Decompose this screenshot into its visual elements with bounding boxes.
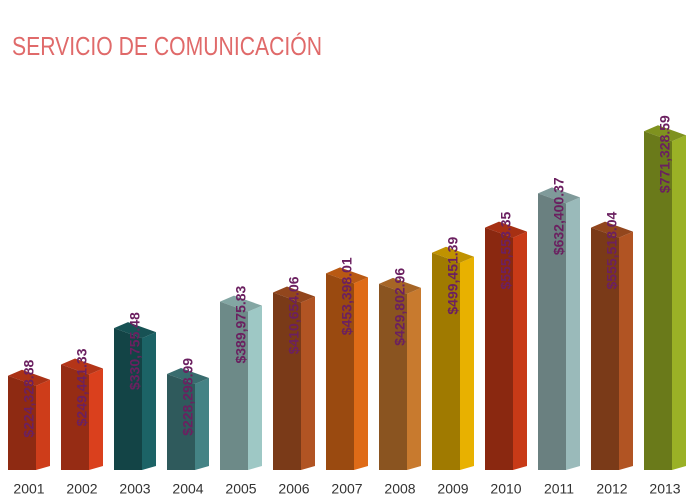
bar	[379, 277, 421, 470]
x-tick-label: 2012	[596, 481, 627, 497]
bar	[644, 125, 686, 470]
bar-side	[89, 368, 103, 470]
bar-front	[8, 375, 36, 470]
bar-front	[273, 292, 301, 470]
value-label: $249,441.33	[74, 348, 90, 426]
bar	[220, 295, 262, 470]
value-label: $499,451.39	[445, 237, 461, 315]
bar-top	[326, 267, 368, 284]
value-label: $330,755.48	[127, 312, 143, 390]
bar-side	[354, 277, 368, 470]
bar-front	[220, 301, 248, 470]
bar-top	[432, 246, 474, 263]
bar-front	[538, 193, 566, 471]
bar	[432, 246, 474, 470]
value-label: $453,398.01	[339, 257, 355, 335]
bar-side	[619, 231, 633, 470]
bar	[273, 286, 315, 470]
bar-top	[220, 295, 262, 312]
x-tick-label: 2003	[119, 481, 150, 497]
bar	[114, 322, 156, 470]
x-tick-label: 2013	[649, 481, 680, 497]
bar-front	[485, 227, 513, 470]
bar	[538, 187, 580, 471]
bar-top	[273, 286, 315, 303]
x-tick-label: 2006	[278, 481, 309, 497]
bar-front	[326, 273, 354, 470]
bar-top	[538, 187, 580, 204]
bar-front	[167, 373, 195, 470]
bar	[485, 221, 527, 470]
bar-front	[591, 227, 619, 470]
bar	[8, 369, 50, 470]
value-label: $389,975.83	[233, 285, 249, 363]
x-tick-label: 2004	[172, 481, 203, 497]
bar	[591, 221, 633, 470]
x-tick-label: 2001	[13, 481, 44, 497]
bar-top	[61, 358, 103, 375]
x-tick-label: 2010	[490, 481, 521, 497]
bar-top	[485, 221, 527, 238]
value-label: $632,400.37	[551, 177, 567, 255]
bar-top	[644, 125, 686, 142]
bar	[167, 367, 209, 470]
bar-side	[248, 305, 262, 470]
value-label: $771,328.59	[657, 115, 673, 193]
x-tick-label: 2009	[437, 481, 468, 497]
value-label: $228,298.99	[180, 358, 196, 436]
x-tick-label: 2002	[66, 481, 97, 497]
value-label: $555,553.35	[498, 211, 514, 289]
value-label: $429,802.96	[392, 268, 408, 346]
x-tick-label: 2008	[384, 481, 415, 497]
bar-side	[36, 379, 50, 470]
bar	[326, 267, 368, 470]
bar-front	[379, 283, 407, 470]
value-label: $555,518.04	[604, 211, 620, 289]
bar-front	[644, 131, 672, 470]
bar-side	[195, 377, 209, 470]
bar-top	[591, 221, 633, 238]
bar-front	[432, 252, 460, 470]
bar-top	[114, 322, 156, 339]
bar-side	[513, 231, 527, 470]
bar-side	[460, 256, 474, 470]
bar-top	[8, 369, 50, 386]
bar-side	[672, 135, 686, 470]
bar-front	[114, 328, 142, 470]
bar-side	[566, 197, 580, 471]
bar-side	[301, 296, 315, 470]
bar-top	[379, 277, 421, 294]
x-tick-label: 2005	[225, 481, 256, 497]
value-label: $410,654.06	[286, 276, 302, 354]
bar-front	[61, 364, 89, 470]
bar-side	[407, 287, 421, 470]
bar-side	[142, 332, 156, 470]
bar	[61, 358, 103, 470]
x-tick-label: 2007	[331, 481, 362, 497]
chart-title: SERVICIO DE COMUNICACIÓN	[12, 31, 322, 61]
value-label: $224,328.88	[21, 360, 37, 438]
bar-top	[167, 367, 209, 384]
x-tick-label: 2011	[544, 481, 574, 497]
